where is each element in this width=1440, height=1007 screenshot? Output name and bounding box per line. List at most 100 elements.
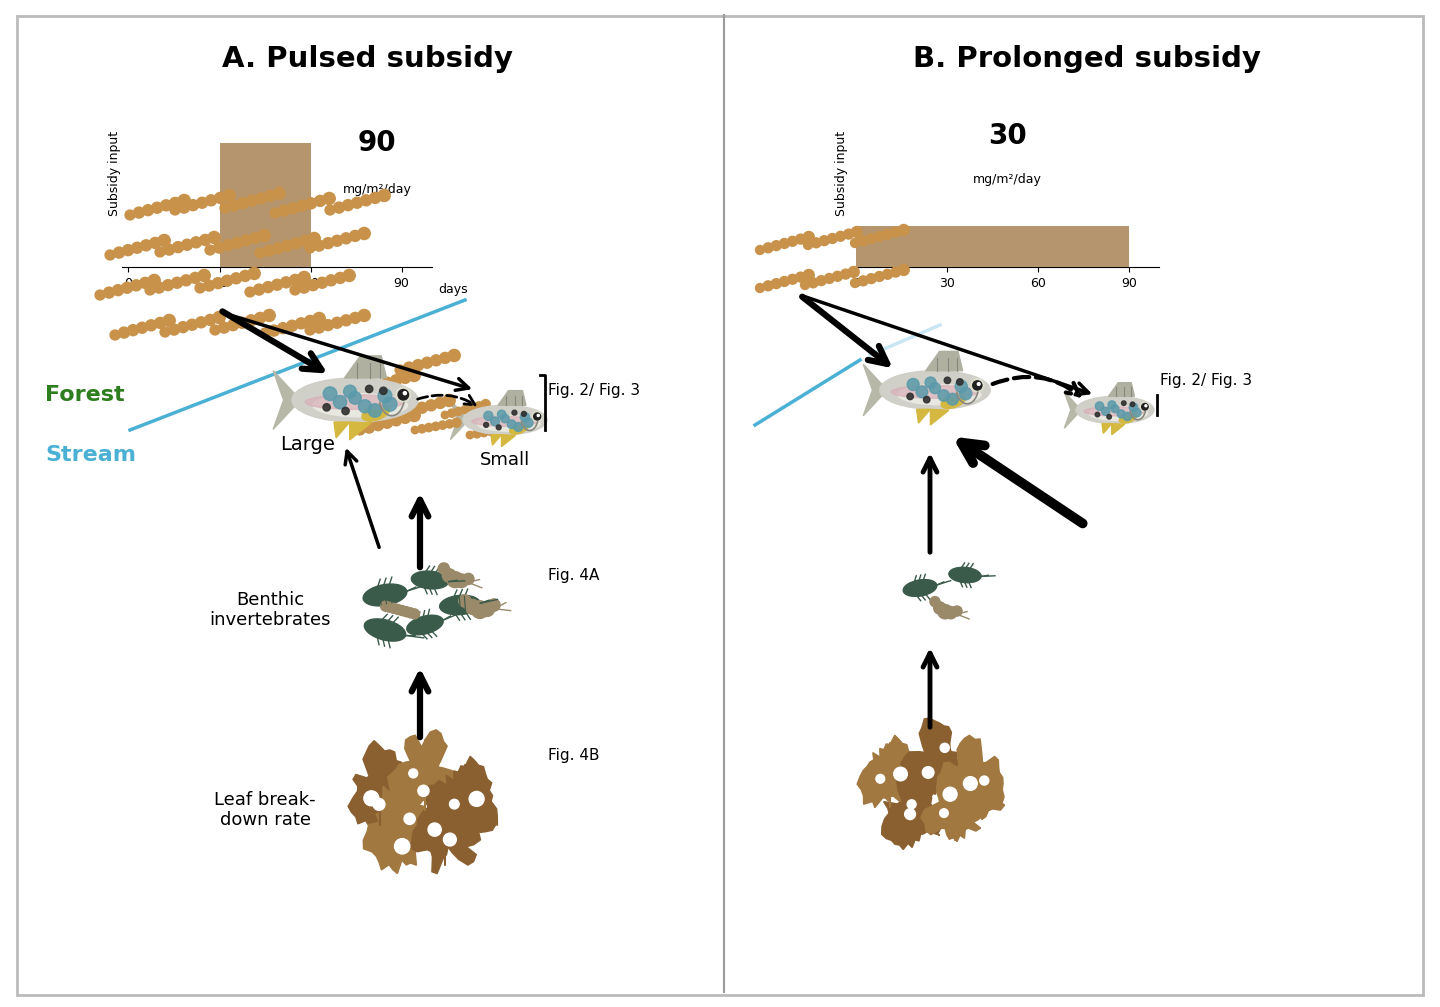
Circle shape: [497, 410, 505, 419]
Polygon shape: [344, 355, 386, 378]
Circle shape: [179, 202, 190, 213]
Circle shape: [348, 392, 361, 404]
Y-axis label: Subsidy input: Subsidy input: [835, 131, 848, 217]
Ellipse shape: [1089, 406, 1148, 420]
Circle shape: [449, 800, 459, 809]
Circle shape: [851, 227, 863, 238]
Circle shape: [343, 199, 354, 210]
Circle shape: [289, 274, 301, 285]
Circle shape: [359, 228, 370, 240]
Polygon shape: [348, 740, 415, 828]
Circle shape: [465, 599, 480, 614]
Circle shape: [937, 604, 952, 619]
Circle shape: [819, 236, 829, 246]
Circle shape: [396, 388, 410, 402]
Ellipse shape: [891, 386, 979, 399]
Circle shape: [408, 370, 420, 382]
Circle shape: [145, 320, 157, 331]
Circle shape: [1107, 401, 1116, 409]
Circle shape: [891, 228, 900, 237]
Circle shape: [1102, 407, 1110, 416]
Text: Fig. 2/ Fig. 3: Fig. 2/ Fig. 3: [549, 383, 641, 398]
Circle shape: [278, 322, 288, 333]
Circle shape: [213, 278, 223, 289]
Ellipse shape: [406, 615, 444, 634]
Circle shape: [397, 605, 408, 615]
Circle shape: [534, 413, 540, 420]
Text: Benthic
invertebrates: Benthic invertebrates: [209, 590, 331, 629]
Text: 90: 90: [359, 129, 396, 157]
Ellipse shape: [412, 571, 449, 589]
Circle shape: [95, 290, 105, 300]
Polygon shape: [451, 401, 468, 440]
Circle shape: [400, 413, 410, 423]
Circle shape: [350, 312, 360, 323]
Circle shape: [163, 280, 174, 291]
Circle shape: [248, 268, 261, 280]
Circle shape: [763, 243, 773, 253]
Circle shape: [278, 205, 289, 217]
Circle shape: [408, 410, 420, 422]
Text: Forest: Forest: [45, 385, 125, 405]
Circle shape: [265, 190, 275, 201]
Circle shape: [145, 285, 156, 295]
Circle shape: [963, 776, 978, 790]
Circle shape: [315, 195, 325, 206]
Circle shape: [384, 602, 395, 612]
Circle shape: [462, 573, 474, 584]
Circle shape: [323, 319, 334, 330]
Circle shape: [377, 389, 392, 403]
Circle shape: [325, 205, 336, 214]
Text: days: days: [438, 283, 468, 296]
Ellipse shape: [364, 619, 406, 641]
Circle shape: [835, 232, 845, 242]
Circle shape: [187, 199, 199, 210]
Polygon shape: [363, 777, 426, 873]
Text: Fig. 4B: Fig. 4B: [549, 748, 599, 763]
Circle shape: [808, 278, 818, 288]
Circle shape: [399, 407, 409, 418]
Circle shape: [448, 409, 456, 417]
Circle shape: [403, 363, 415, 373]
Circle shape: [907, 800, 916, 809]
Circle shape: [204, 245, 215, 255]
Circle shape: [393, 604, 403, 614]
Circle shape: [426, 400, 436, 411]
Circle shape: [923, 766, 935, 778]
Circle shape: [395, 839, 410, 854]
Circle shape: [874, 232, 884, 242]
Circle shape: [395, 366, 405, 375]
Circle shape: [300, 236, 311, 247]
Circle shape: [796, 272, 805, 282]
Polygon shape: [498, 391, 526, 405]
Circle shape: [779, 239, 789, 249]
Circle shape: [356, 425, 364, 435]
Circle shape: [128, 324, 138, 335]
Circle shape: [373, 420, 383, 431]
Text: Fig. 2/ Fig. 3: Fig. 2/ Fig. 3: [1161, 373, 1253, 388]
Circle shape: [772, 279, 782, 289]
Circle shape: [382, 378, 393, 389]
Circle shape: [937, 390, 949, 401]
Ellipse shape: [903, 580, 937, 596]
Circle shape: [907, 379, 919, 391]
Circle shape: [305, 315, 315, 326]
Circle shape: [943, 787, 958, 802]
Polygon shape: [857, 735, 920, 808]
Circle shape: [537, 415, 540, 417]
Circle shape: [305, 325, 315, 335]
Circle shape: [334, 202, 344, 213]
Circle shape: [804, 232, 814, 243]
Circle shape: [867, 234, 876, 244]
Circle shape: [134, 207, 144, 219]
Circle shape: [150, 238, 161, 249]
Circle shape: [524, 418, 533, 428]
Circle shape: [170, 205, 180, 214]
Circle shape: [772, 241, 782, 251]
Text: A. Pulsed subsidy: A. Pulsed subsidy: [222, 45, 513, 74]
Circle shape: [246, 195, 258, 206]
Circle shape: [255, 248, 265, 258]
Ellipse shape: [1119, 413, 1136, 423]
Circle shape: [469, 792, 484, 807]
Circle shape: [317, 277, 327, 288]
